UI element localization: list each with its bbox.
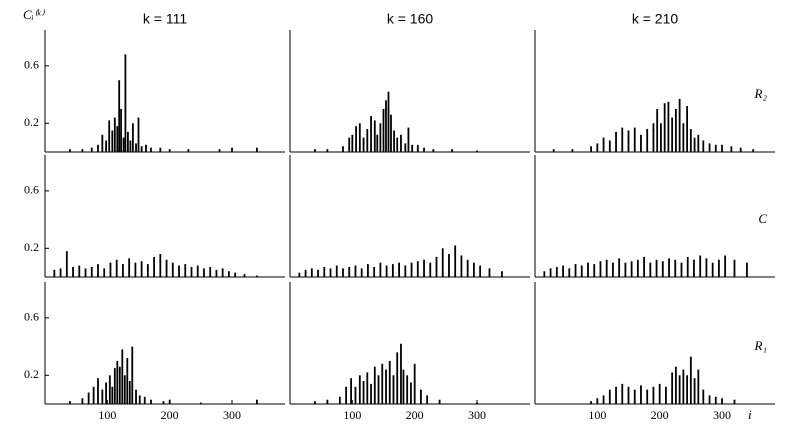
y-tick-label: 0.6 [24, 310, 39, 324]
y-tick-label: 0.2 [24, 367, 39, 381]
x-tick-label: 200 [161, 408, 179, 422]
x-tick-label: 300 [223, 408, 241, 422]
x-tick-label: 200 [406, 408, 424, 422]
row-label: R₂ [754, 86, 768, 101]
row-label: C [758, 211, 767, 226]
panel-title: k = 160 [387, 11, 434, 27]
y-tick-label: 0.6 [24, 183, 39, 197]
x-tick-label: 300 [468, 408, 486, 422]
y-tick-label: 0.2 [24, 115, 39, 129]
panel-title: k = 111 [143, 11, 187, 27]
y-axis-label: Cᵢ⁽ᵏ⁾ [23, 7, 46, 22]
row-label: R₁ [754, 338, 767, 353]
x-tick-label: 300 [713, 408, 731, 422]
x-axis-label: i [748, 407, 752, 422]
y-tick-label: 0.6 [24, 58, 39, 72]
x-tick-label: 100 [98, 408, 116, 422]
panel-title: k = 210 [632, 11, 679, 27]
x-tick-label: 100 [343, 408, 361, 422]
x-tick-label: 200 [651, 408, 669, 422]
y-tick-label: 0.2 [24, 240, 39, 254]
x-tick-label: 100 [588, 408, 606, 422]
